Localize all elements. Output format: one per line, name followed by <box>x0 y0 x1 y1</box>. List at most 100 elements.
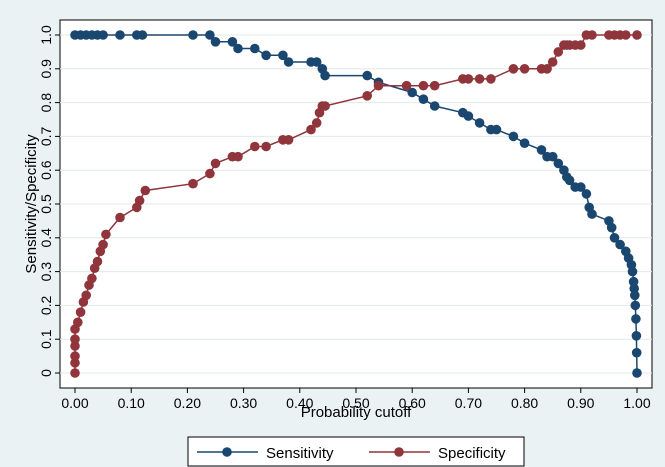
specificity-point <box>205 168 215 179</box>
sensitivity-point <box>205 30 215 40</box>
sensitivity-point <box>233 43 243 54</box>
sensitivity-point <box>631 331 642 341</box>
y-tick-label: 0.6 <box>38 160 54 180</box>
specificity-point <box>283 135 294 145</box>
sensitivity-point <box>429 101 440 111</box>
y-tick-label: 0.5 <box>38 194 54 214</box>
specificity-point <box>92 256 103 267</box>
sensitivity-point <box>631 314 641 324</box>
legend-sensitivity-label: Sensitivity <box>266 445 334 462</box>
sensitivity-point <box>137 30 148 40</box>
y-tick-label: 0.9 <box>38 59 54 79</box>
sensitivity-point <box>418 94 429 104</box>
specificity-point <box>311 118 322 128</box>
y-tick-label: 0.8 <box>38 93 54 113</box>
specificity-point <box>188 178 198 189</box>
sensitivity-point <box>250 43 260 54</box>
specificity-point <box>73 317 83 328</box>
specificity-point <box>429 80 440 91</box>
sensitivity-point <box>632 368 642 378</box>
sensitivity-point <box>407 87 418 98</box>
specificity-point <box>576 40 586 50</box>
specificity-point <box>401 80 412 91</box>
specificity-point <box>261 141 271 152</box>
specificity-point <box>134 195 145 206</box>
x-tick-label: 0.00 <box>61 395 88 411</box>
sensitivity-point <box>547 151 558 162</box>
y-tick-label: 1.0 <box>38 25 54 45</box>
specificity-point <box>486 74 496 84</box>
specificity-point <box>362 91 373 101</box>
x-tick-label: 0.50 <box>342 395 369 411</box>
sensitivity-point <box>227 37 238 47</box>
y-tick-label: 0.4 <box>38 228 54 248</box>
specificity-point <box>233 151 243 162</box>
sensitivity-point <box>536 145 547 155</box>
specificity-point <box>140 185 151 196</box>
x-tick-label: 0.70 <box>455 395 482 411</box>
specificity-point <box>542 64 552 74</box>
x-tick-label: 0.90 <box>567 395 594 411</box>
specificity-point <box>519 64 530 74</box>
specificity-point <box>474 74 485 84</box>
specificity-point <box>418 80 429 91</box>
y-tick-label: 0.3 <box>38 262 54 282</box>
specificity-point <box>632 30 642 40</box>
sensitivity-point <box>581 189 592 199</box>
sensitivity-point <box>491 124 502 135</box>
specificity-point <box>553 47 564 57</box>
specificity-point <box>70 334 80 345</box>
legend-specificity-marker <box>394 447 404 457</box>
sensitivity-point <box>320 70 330 81</box>
series-layer <box>70 30 642 378</box>
specificity-point <box>587 30 597 40</box>
y-tick-label: 0 <box>38 369 54 377</box>
x-tick-label: 0.30 <box>230 395 257 411</box>
x-axis-label: Probability cutoff <box>301 404 412 421</box>
y-tick-label: 0.7 <box>38 126 54 146</box>
specificity-point <box>70 341 80 351</box>
specificity-point <box>98 239 108 250</box>
x-tick-label: 0.10 <box>118 395 145 411</box>
sensitivity-point <box>278 50 288 61</box>
specificity-point <box>70 368 80 378</box>
specificity-point <box>75 307 86 318</box>
specificity-point <box>87 273 97 284</box>
legend-specificity-label: Specificity <box>438 445 506 462</box>
sensitivity-point <box>474 118 485 128</box>
sensitivity-point <box>115 30 125 40</box>
specificity-point <box>373 80 384 91</box>
sensitivity-point <box>519 138 530 148</box>
sensitivity-point <box>283 57 294 67</box>
sensitivity-point <box>98 30 108 40</box>
y-tick-label: 0.1 <box>38 329 54 349</box>
sensitivity-point <box>630 300 641 311</box>
sensitivity-point <box>463 111 474 121</box>
x-tick-label: 0.80 <box>511 395 538 411</box>
specificity-point <box>101 229 111 240</box>
sensitivity-point <box>576 182 586 192</box>
sensitivity-point <box>564 175 575 186</box>
sensitivity-point <box>311 57 322 67</box>
x-tick-label: 0.40 <box>286 395 313 411</box>
specificity-point <box>250 141 260 152</box>
specificity-point <box>463 74 474 84</box>
sensitivity-point <box>615 239 625 250</box>
specificity-point <box>81 290 91 301</box>
sensitivity-point <box>627 266 638 277</box>
y-axis-ticks: 0 0.1 0.2 0.3 0.4 0.5 0.6 0.7 0.8 0.9 1.0 <box>38 25 60 377</box>
y-axis-label: Sensitivity/Specificity <box>23 134 40 274</box>
specificity-point <box>70 351 80 361</box>
specificity-point <box>621 30 631 40</box>
sensitivity-point <box>630 290 640 301</box>
x-tick-label: 1.00 <box>623 395 650 411</box>
sensitivity-point <box>587 209 597 219</box>
specificity-point <box>210 158 221 169</box>
sensitivity-point <box>631 347 642 358</box>
x-axis-ticks: 0.00 0.10 0.20 0.30 0.40 0.50 0.60 0.70 0.80 0.90… <box>61 388 651 411</box>
specificity-point <box>115 212 125 223</box>
specificity-point <box>306 124 316 135</box>
sensitivity-point <box>508 131 519 142</box>
